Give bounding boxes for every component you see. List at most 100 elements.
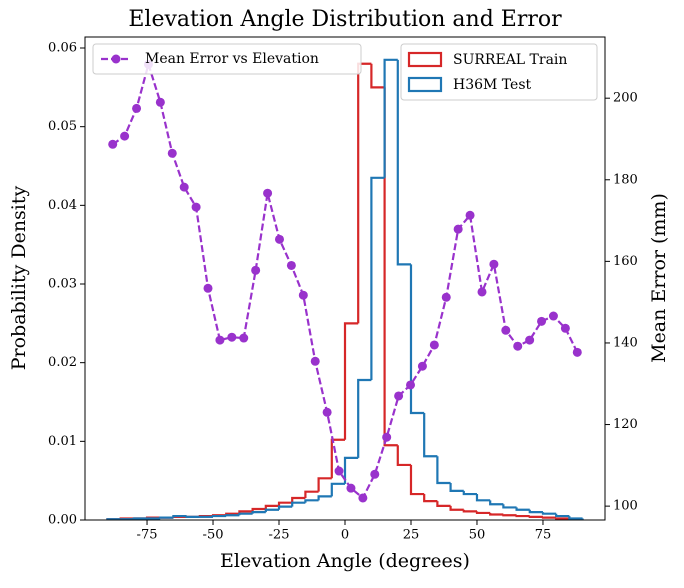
y2-tick-label: 160: [613, 254, 638, 269]
hist-step: [502, 514, 517, 517]
hist-step: [264, 504, 280, 509]
error-point: [155, 97, 165, 107]
error-point: [215, 335, 225, 345]
error-point: [120, 131, 130, 141]
hist-step: [409, 464, 425, 496]
legend-swatch: [407, 76, 443, 93]
error-point: [441, 292, 451, 302]
hist-step: [515, 514, 530, 518]
hist-step: [185, 515, 200, 518]
legend-label: H36M Test: [453, 77, 532, 93]
hist-step: [436, 501, 451, 507]
error-point: [429, 340, 439, 350]
y-tick-label: 0.01: [48, 434, 77, 449]
hist-step: [449, 505, 464, 511]
y2-tick-label: 180: [613, 172, 638, 187]
error-point: [263, 188, 273, 198]
hist-step: [159, 516, 174, 519]
error-point: [227, 332, 237, 342]
hist-step: [409, 264, 425, 415]
error-point: [477, 287, 487, 297]
y2-axis-label: Mean Error (mm): [648, 193, 670, 363]
hist-step: [568, 516, 583, 520]
y-tick-label: 0.03: [48, 277, 77, 292]
hist-step: [489, 512, 504, 516]
error-point: [346, 483, 356, 493]
hist-step: [541, 516, 557, 519]
x-tick-label: -50: [203, 528, 224, 543]
line-legend: Mean Error vs Elevation: [92, 43, 362, 75]
error-point: [513, 341, 523, 351]
hist-step: [277, 505, 293, 510]
error-point: [572, 347, 582, 357]
hist-step: [555, 513, 570, 518]
x-tick-label: 75: [535, 528, 552, 543]
legend-label: Mean Error vs Elevation: [145, 51, 319, 67]
hist-step: [357, 378, 372, 458]
hist-step: [462, 490, 477, 496]
y-tick-label: 0.04: [48, 198, 77, 213]
x-tick-label: -25: [269, 528, 290, 543]
error-point: [537, 316, 547, 326]
hist-step: [291, 496, 306, 503]
legend-label: SURREAL Train: [453, 52, 567, 68]
error-point: [370, 469, 380, 479]
error-point: [132, 103, 142, 113]
hist-step: [251, 511, 266, 514]
error-point: [322, 407, 332, 417]
error-point: [108, 139, 118, 149]
y2-tick-label: 100: [613, 499, 638, 514]
error-point: [203, 283, 213, 293]
y2-tick-label: 120: [613, 417, 638, 432]
hist-step: [502, 504, 517, 509]
x-axis-label: Elevation Angle (degrees): [220, 550, 470, 572]
legend-box: [92, 43, 362, 75]
chart-title: Elevation Angle Distribution and Error: [128, 7, 562, 32]
error-point: [453, 224, 463, 234]
hist-step: [304, 499, 319, 503]
error-point: [298, 290, 308, 300]
error-point: [417, 361, 427, 371]
error-point: [525, 335, 535, 345]
y-tick-label: 0.00: [48, 513, 77, 528]
y-tick-label: 0.02: [48, 355, 77, 370]
error-point: [489, 259, 499, 269]
hist-legend: SURREAL Train H36M Test: [400, 43, 598, 101]
error-point: [465, 210, 475, 220]
hist-step: [251, 507, 266, 512]
hist-step: [343, 456, 359, 484]
error-point: [251, 265, 261, 275]
hist-step: [528, 509, 543, 514]
error-point: [286, 260, 296, 270]
error-point: [501, 325, 511, 335]
hist-step: [238, 512, 253, 516]
hist-step: [528, 515, 543, 518]
error-point: [167, 148, 177, 158]
hist-step: [383, 58, 398, 178]
x-tick-label: 25: [403, 528, 420, 543]
y2-tick-label: 140: [613, 335, 638, 350]
hist-step: [172, 514, 187, 518]
y2-tick-label: 200: [613, 91, 638, 106]
hist-step: [515, 507, 530, 511]
hist-step: [489, 500, 504, 506]
x-tick-label: 0: [341, 528, 349, 543]
hist-step: [370, 63, 385, 89]
hist-step: [462, 509, 477, 513]
hist-step: [475, 494, 491, 502]
legend-box: [400, 43, 598, 101]
hist-step: [357, 62, 372, 324]
hist-step: [370, 176, 385, 380]
error-point: [179, 182, 189, 192]
hist-step: [317, 477, 332, 492]
y-tick-label: 0.05: [48, 119, 77, 134]
hist-step: [291, 501, 306, 507]
error-point: [560, 323, 570, 333]
hist-step: [423, 494, 438, 503]
hist-step: [436, 456, 451, 485]
x-tick-label: -75: [137, 528, 158, 543]
error-point: [310, 356, 320, 366]
error-point: [191, 202, 201, 212]
error-point: [334, 466, 344, 476]
y-tick-label: 0.06: [48, 41, 77, 56]
